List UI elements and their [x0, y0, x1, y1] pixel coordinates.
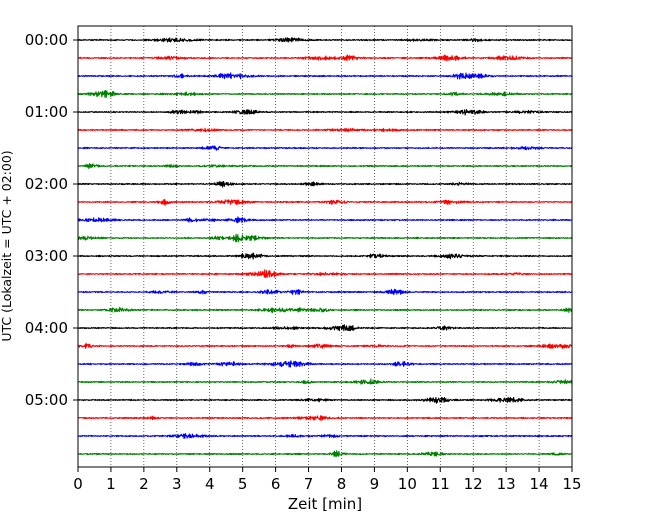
x-tick-label-5: 5 [238, 475, 248, 493]
x-tick-label-15: 15 [562, 475, 581, 493]
y-tick-label-01:00: 01:00 [25, 103, 68, 121]
traces [77, 37, 573, 458]
x-tick-label-8: 8 [337, 475, 347, 493]
x-tick-label-11: 11 [431, 475, 450, 493]
trace-0300 [77, 252, 573, 260]
trace-0430 [77, 360, 573, 368]
x-tick-label-2: 2 [139, 475, 149, 493]
trace-0515 [77, 415, 573, 422]
x-tick-label-3: 3 [172, 475, 182, 493]
y-tick-label-04:00: 04:00 [25, 319, 68, 337]
x-tick-label-9: 9 [370, 475, 380, 493]
y-axis-label: UTC (Lokalzeit = UTC + 02:00) [0, 150, 14, 341]
x-axis-ticks: 0 1 2 3 4 5 6 7 8 9 10 11 12 13 14 15 [73, 467, 582, 493]
trace-0015 [77, 54, 573, 62]
trace-0115 [77, 127, 573, 133]
trace-0530 [77, 432, 573, 440]
trace-0415 [77, 342, 573, 349]
plot-frame [77, 25, 573, 468]
trace-0045 [77, 89, 573, 98]
trace-0000 [77, 37, 573, 43]
x-tick-label-6: 6 [271, 475, 281, 493]
y-tick-label-03:00: 03:00 [25, 247, 68, 265]
trace-0245 [77, 233, 573, 243]
trace-0215 [77, 198, 573, 206]
trace-0130 [77, 145, 573, 151]
x-tick-label-0: 0 [73, 475, 83, 493]
y-tick-label-00:00: 00:00 [25, 31, 68, 49]
x-axis-label: Zeit [min] [288, 495, 362, 513]
x-tick-label-12: 12 [464, 475, 483, 493]
y-tick-label-05:00: 05:00 [25, 391, 68, 409]
trace-0545 [77, 450, 573, 458]
trace-0145 [77, 163, 573, 170]
x-tick-label-14: 14 [530, 475, 549, 493]
x-tick-label-1: 1 [106, 475, 116, 493]
y-tick-label-02:00: 02:00 [25, 175, 68, 193]
trace-0100 [77, 109, 573, 116]
trace-0445 [77, 378, 573, 385]
x-tick-label-7: 7 [304, 475, 314, 493]
trace-0030 [77, 72, 573, 80]
y-axis-ticks: 00:00 01:00 02:00 03:00 04:00 05:00 [25, 31, 78, 409]
trace-0345 [77, 306, 573, 314]
x-tick-label-13: 13 [497, 475, 516, 493]
trace-0500 [77, 396, 573, 404]
trace-0200 [77, 180, 573, 188]
trace-0330 [77, 288, 573, 296]
x-tick-label-10: 10 [398, 475, 417, 493]
trace-0400 [77, 324, 573, 332]
trace-0315 [77, 269, 573, 278]
trace-0230 [77, 216, 573, 224]
x-tick-label-4: 4 [205, 475, 215, 493]
